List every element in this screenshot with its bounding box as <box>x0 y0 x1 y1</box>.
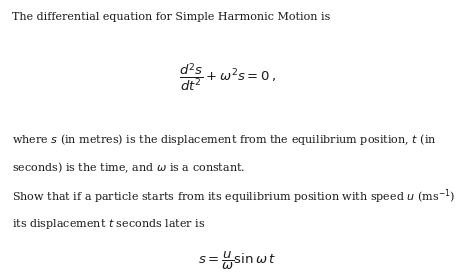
Text: where $s$ (in metres) is the displacement from the equilibrium position, $t$ (in: where $s$ (in metres) is the displacemen… <box>12 132 437 147</box>
Text: The differential equation for Simple Harmonic Motion is: The differential equation for Simple Har… <box>12 12 330 22</box>
Text: $s=\dfrac{u}{\omega}\sin\omega\, t$: $s=\dfrac{u}{\omega}\sin\omega\, t$ <box>198 250 276 272</box>
Text: $\dfrac{d^2s}{dt^2}+\omega^2 s=0\,,$: $\dfrac{d^2s}{dt^2}+\omega^2 s=0\,,$ <box>179 61 276 93</box>
Text: seconds) is the time, and $\omega$ is a constant.: seconds) is the time, and $\omega$ is a … <box>12 160 245 175</box>
Text: Show that if a particle starts from its equilibrium position with speed $u$ (ms$: Show that if a particle starts from its … <box>12 188 455 206</box>
Text: its displacement $t$ seconds later is: its displacement $t$ seconds later is <box>12 217 205 231</box>
